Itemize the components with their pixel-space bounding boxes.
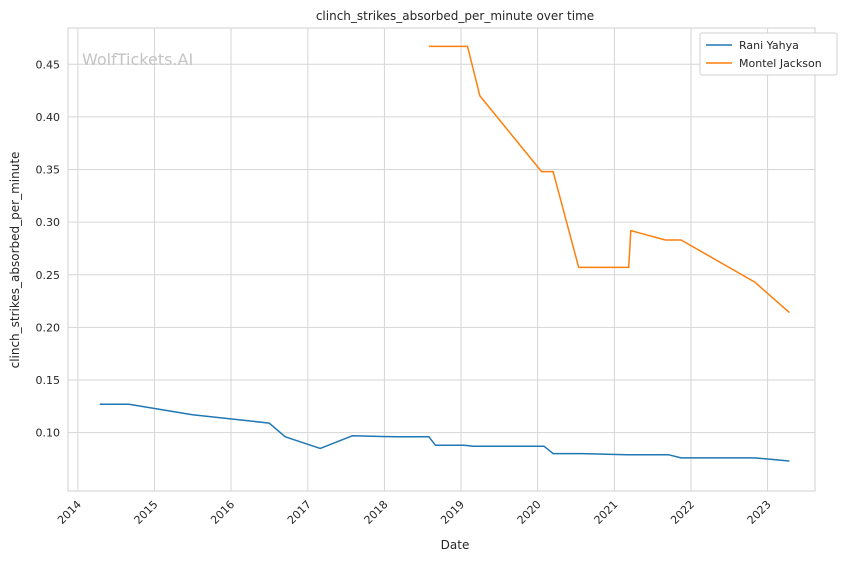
y-tick-label: 0.25: [36, 269, 61, 282]
x-axis-ticks: 2014 2015 2016 2017 2018 2019 2020 2021 2022 2023: [55, 498, 774, 527]
grid-lines: [68, 28, 815, 491]
x-tick-label: 2017: [285, 498, 314, 527]
y-axis-ticks: 0.10 0.15 0.20 0.25 0.30 0.35 0.40 0.45: [36, 58, 61, 439]
x-axis-title: Date: [441, 538, 470, 552]
chart-title: clinch_strikes_absorbed_per_minute over …: [316, 9, 594, 23]
y-tick-label: 0.15: [36, 374, 61, 387]
legend-label: Montel Jackson: [739, 57, 822, 70]
y-tick-label: 0.30: [36, 216, 61, 229]
series-line: [99, 403, 790, 462]
y-tick-label: 0.20: [36, 321, 61, 334]
y-axis-title: clinch_strikes_absorbed_per_minute: [8, 152, 22, 369]
plot-area: [67, 27, 816, 492]
y-tick-label: 0.10: [36, 427, 61, 440]
x-tick-label: 2018: [362, 498, 391, 527]
legend-box: [699, 32, 838, 76]
y-tick-label: 0.40: [36, 111, 61, 124]
x-tick-label: 2015: [132, 498, 161, 527]
x-tick-label: 2023: [745, 498, 774, 527]
series-line: [428, 45, 790, 314]
x-tick-label: 2016: [208, 498, 237, 527]
x-tick-label: 2022: [668, 498, 697, 527]
y-tick-label: 0.45: [36, 58, 61, 71]
x-tick-label: 2014: [55, 498, 84, 527]
legend: Rani Yahya Montel Jackson: [699, 32, 838, 76]
legend-label: Rani Yahya: [739, 39, 799, 52]
x-tick-label: 2020: [515, 498, 544, 527]
x-tick-label: 2021: [592, 498, 621, 527]
watermark: WolfTickets.AI: [82, 50, 193, 69]
series-lines: [99, 45, 790, 462]
y-tick-label: 0.35: [36, 164, 61, 177]
x-tick-label: 2019: [438, 498, 467, 527]
